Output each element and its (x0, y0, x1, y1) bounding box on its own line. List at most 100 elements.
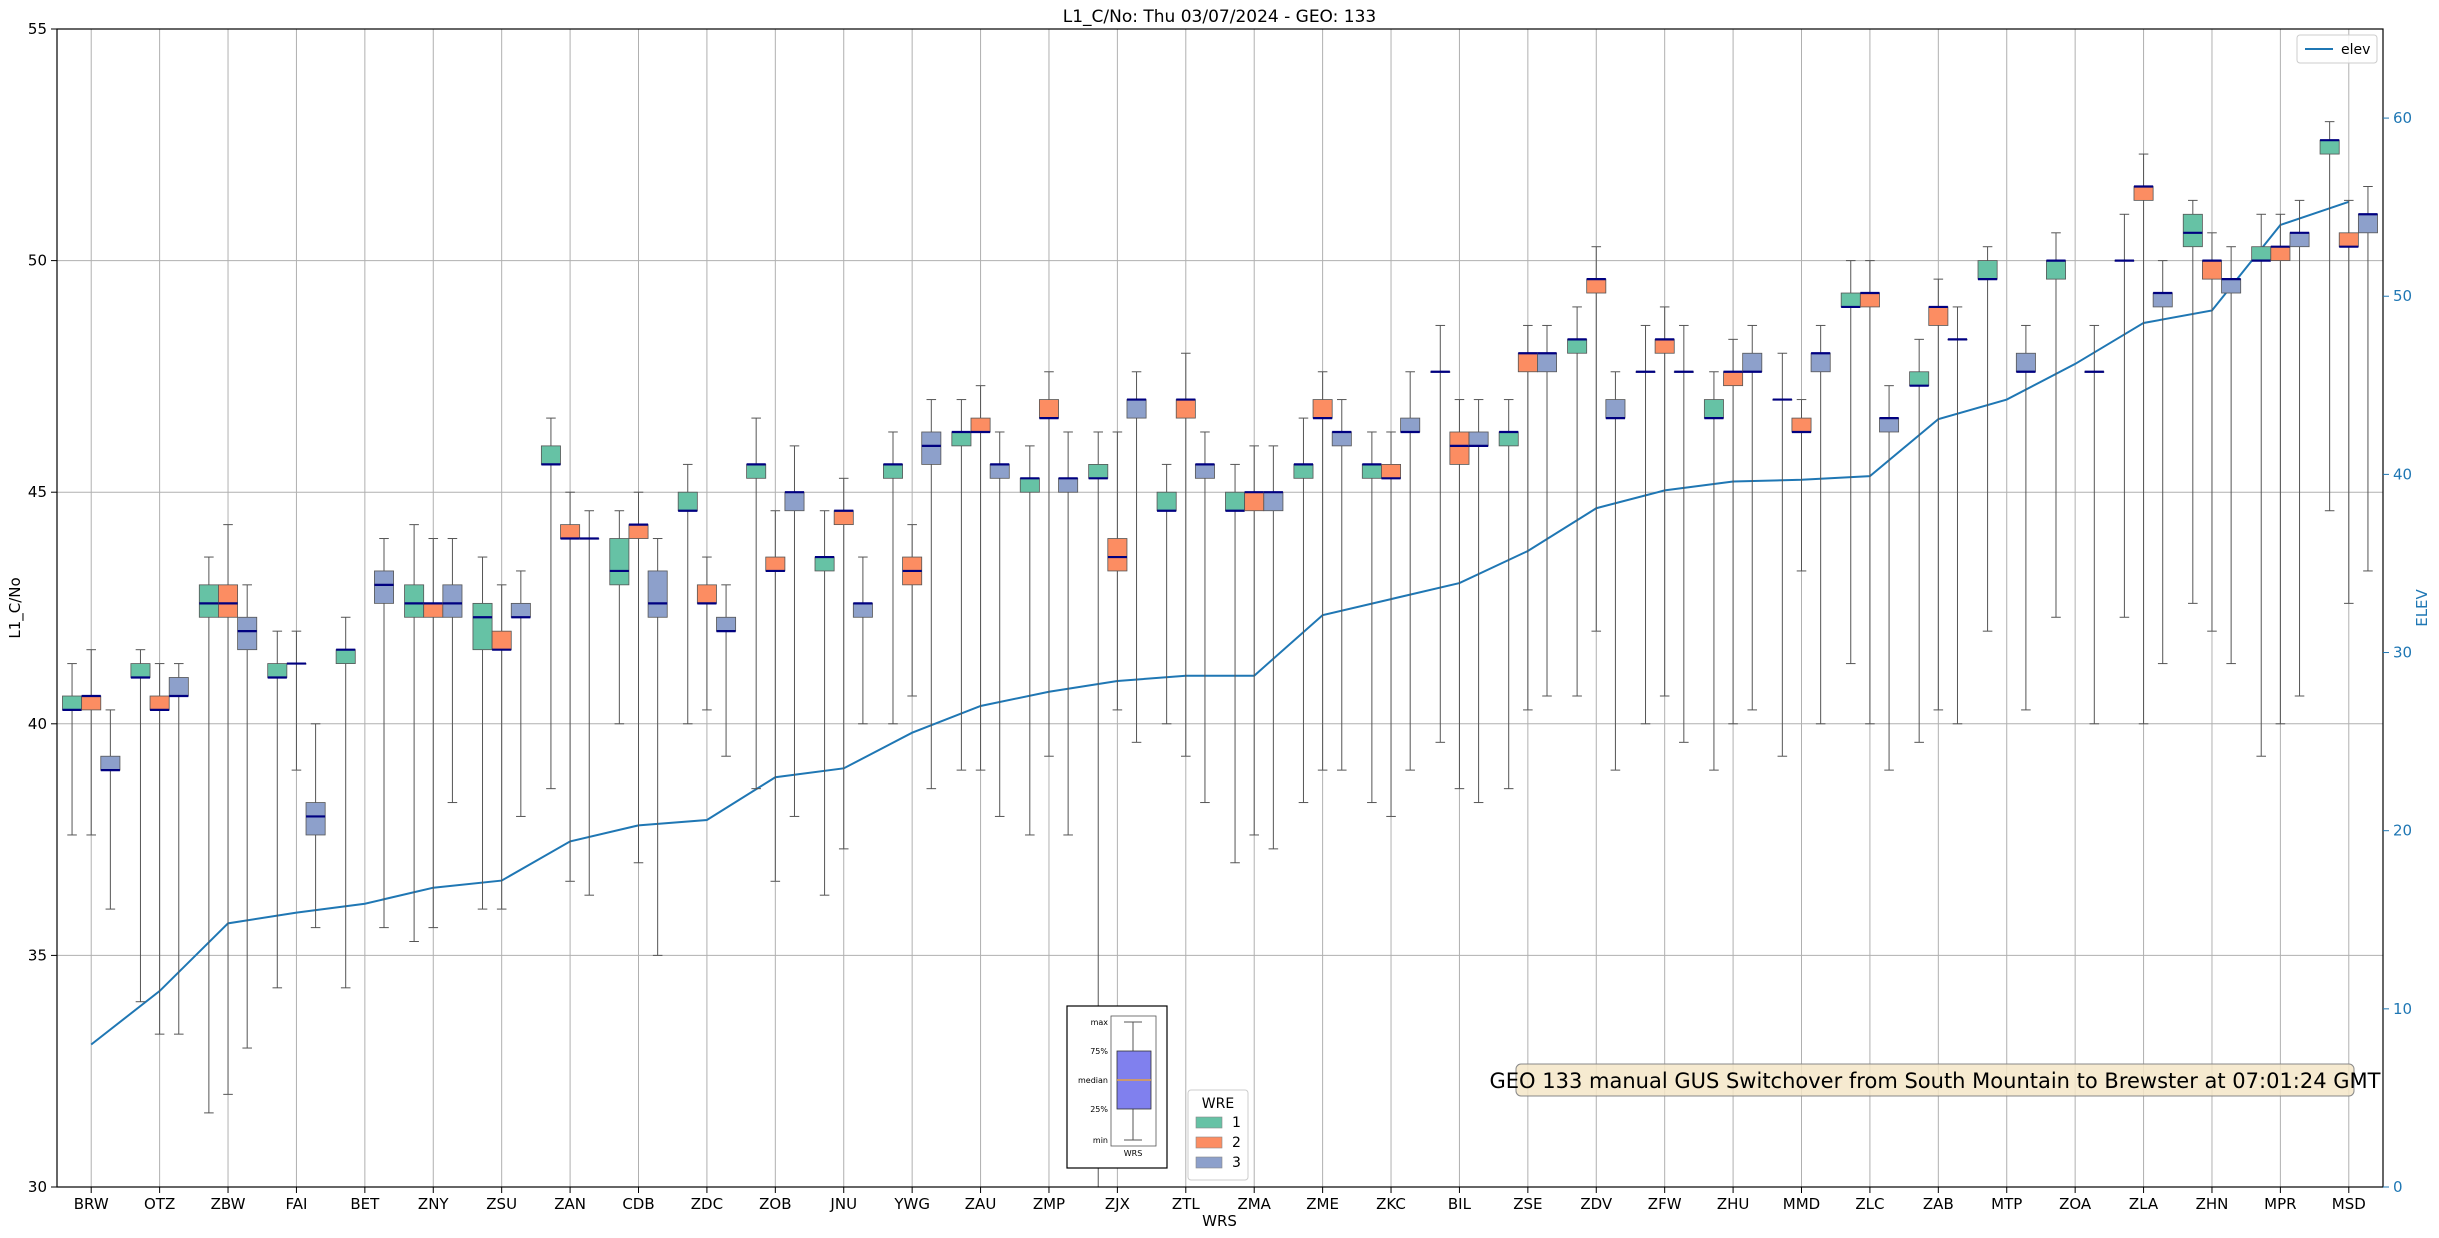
box-iqr (2221, 278, 2242, 294)
box-iqr (1859, 292, 1880, 308)
box-series-1-ZOB (746, 417, 767, 790)
box-iqr (814, 556, 835, 572)
box-series-1-JNU (814, 510, 835, 896)
x-tick-label: ZME (1306, 1195, 1339, 1213)
box-iqr (442, 584, 463, 618)
box-series-3-MTP (2015, 324, 2036, 711)
box-iqr (1742, 352, 1763, 373)
wre-legend-label-2: 2 (1232, 1135, 1241, 1151)
x-tick-label: ZBW (211, 1195, 246, 1213)
y-tick-label: 50 (28, 252, 47, 270)
box-iqr (2251, 246, 2272, 261)
box-iqr (1293, 464, 1314, 479)
box-series-1-ZNY (404, 524, 425, 943)
box-series-2-ZHN (2201, 232, 2222, 632)
box-iqr (423, 602, 444, 618)
box-series-2-ZNY (423, 538, 444, 929)
x-tick-label: ZSU (486, 1195, 517, 1213)
y2-tick-label: 20 (2393, 822, 2412, 840)
box-series-3-BET (374, 538, 394, 929)
x-tick-label: ZOB (759, 1195, 791, 1213)
box-series-1-ZOA (2046, 232, 2066, 618)
box-series-1-MSD (2319, 121, 2340, 512)
x-tick-label: ZDV (1580, 1195, 1613, 1213)
box-series-3-ZLC (1879, 385, 1900, 771)
box-series-1-BRW (62, 663, 83, 836)
box-iqr (1586, 278, 1607, 294)
box-series-2-CDB (628, 491, 649, 864)
box-iqr (1810, 352, 1831, 373)
x-tick-label: ZTL (1172, 1195, 1200, 1213)
box-iqr (970, 417, 991, 433)
box-iqr (2319, 139, 2340, 155)
y2-tick-label: 60 (2393, 109, 2412, 127)
box-series-1-ZAB (1909, 338, 1930, 743)
x-tick-label: FAI (285, 1195, 307, 1213)
box-series-3-ZAU (989, 431, 1010, 817)
box-series-1-ZBW (198, 556, 219, 1114)
box-iqr (2201, 260, 2222, 280)
box-iqr (746, 464, 767, 479)
box-series-3-ZFW (1673, 324, 1694, 743)
y-axis-left: 30 35 40 45 50 55 (28, 20, 57, 1196)
box-series-3-MPR (2289, 199, 2310, 697)
x-tick-label: ZMA (1237, 1195, 1271, 1213)
box-series-2-ZSE (1517, 324, 1538, 711)
y-tick-label: 45 (28, 483, 47, 501)
box-series-1-BET (335, 616, 356, 989)
box-iqr (1449, 431, 1470, 465)
y2-tick-label: 30 (2393, 644, 2412, 662)
box-series-1-OTZ (130, 649, 151, 1003)
key-label-median: median (1078, 1076, 1108, 1085)
box-series-1-MPR (2251, 213, 2272, 757)
box-iqr (1312, 399, 1333, 419)
y-axis-title: L1_C/No (6, 577, 25, 638)
box-series-2-ZMA (1244, 445, 1265, 836)
x-tick-label: ZAN (554, 1195, 586, 1213)
x-tick-label: ZDC (691, 1195, 723, 1213)
box-iqr (647, 570, 668, 618)
box-iqr (1517, 352, 1538, 373)
wre-legend-swatch-1 (1195, 1116, 1223, 1129)
box-series-3-ZNY (442, 538, 463, 804)
box-series-2-JNU (833, 477, 854, 850)
box-series-3-ZMA (1263, 445, 1284, 850)
x-tick-label: ZFW (1648, 1195, 1682, 1213)
box-iqr (1567, 338, 1588, 354)
y2-tick-label: 10 (2393, 1000, 2412, 1018)
box-series-1-MMD (1772, 352, 1793, 757)
box-series-1-ZME (1293, 417, 1314, 804)
wre-legend-label-1: 1 (1232, 1115, 1241, 1131)
box-iqr (335, 649, 356, 664)
box-series-3-BIL (1468, 399, 1489, 804)
x-tick-label: ZLA (2129, 1195, 2159, 1213)
box-series-2-YWG (902, 524, 923, 697)
y-tick-label: 30 (28, 1178, 47, 1196)
box-series-1-ZAU (951, 399, 972, 771)
x-tick-label: MPR (2264, 1195, 2296, 1213)
box-iqr (1909, 371, 1930, 387)
box-series-1-ZTL (1156, 463, 1177, 725)
x-tick-label: CDB (622, 1195, 654, 1213)
elev-legend-label: elev (2341, 42, 2370, 58)
box-series-2-FAI (286, 630, 307, 771)
box-series-2-ZME (1312, 371, 1333, 771)
box-series-1-MTP (1977, 246, 1998, 632)
box-series-1-BIL (1430, 324, 1451, 743)
y-tick-label: 40 (28, 715, 47, 733)
box-iqr (628, 524, 649, 539)
box-series-2-BIL (1449, 399, 1470, 790)
box-iqr (1928, 306, 1949, 326)
box-iqr (1175, 399, 1196, 419)
x-tick-label: ZNY (418, 1195, 449, 1213)
box-iqr (237, 616, 258, 651)
box-iqr (1791, 417, 1812, 433)
wre-legend-label-3: 3 (1232, 1155, 1241, 1171)
wre-legend: WRE 1 2 3 (1187, 1089, 1249, 1181)
box-iqr (883, 464, 903, 479)
box-series-2-ZJX (1107, 431, 1128, 711)
box-series-2-MPR (2270, 213, 2291, 725)
box-series-3-BRW (100, 709, 121, 910)
box-series-3-ZLA (2152, 260, 2173, 665)
box-iqr (2357, 213, 2378, 234)
